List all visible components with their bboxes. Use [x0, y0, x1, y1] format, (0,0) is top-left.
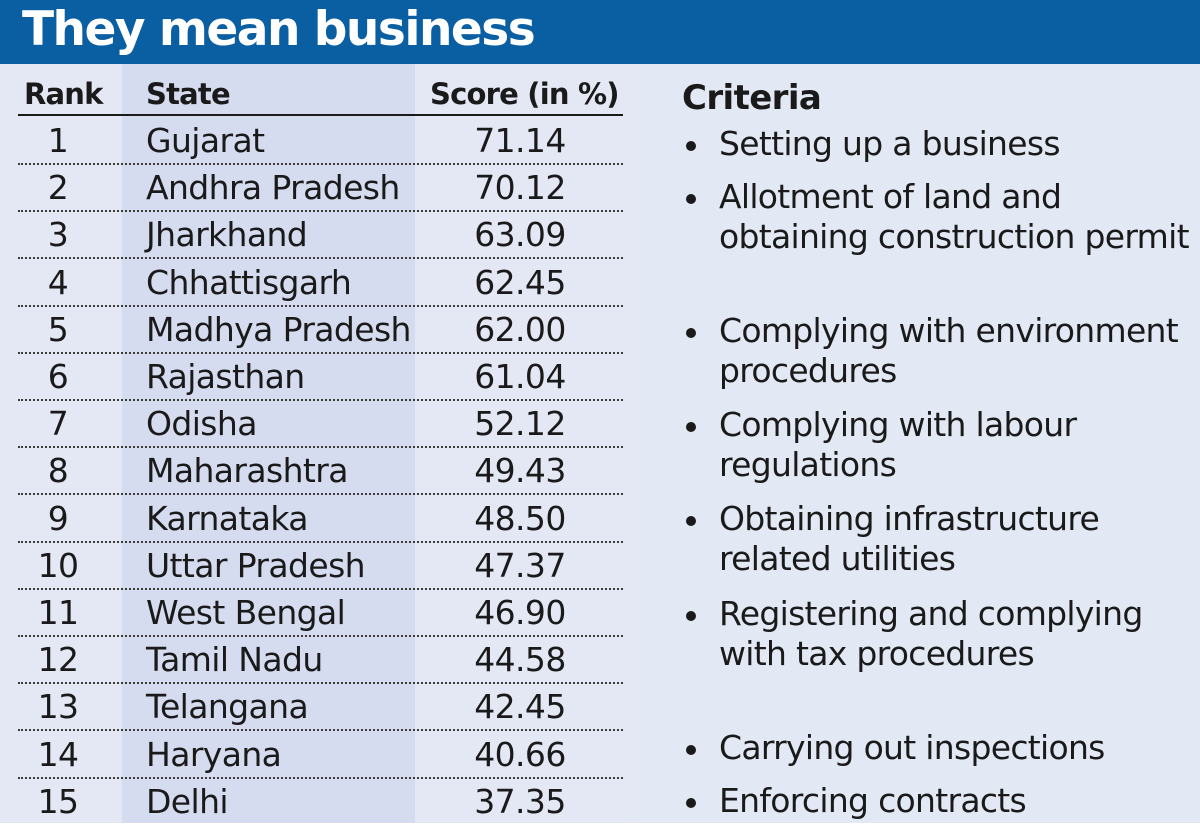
bullet-icon: [686, 611, 696, 621]
score-cell: 62.00: [474, 309, 566, 349]
row-divider: [18, 304, 623, 307]
bullet-icon: [686, 328, 696, 338]
table-row: 5 Madhya Pradesh 62.00: [0, 306, 634, 354]
score-cell: 47.37: [474, 545, 566, 585]
rank-cell: 10: [37, 545, 79, 585]
row-divider: [18, 446, 623, 449]
score-cell: 46.90: [474, 593, 566, 632]
rank-cell: 7: [47, 404, 69, 444]
table-row: 11 West Bengal 46.90: [0, 589, 634, 637]
rank-cell: 3: [47, 215, 69, 255]
state-cell: Rajasthan: [146, 357, 305, 396]
bullet-icon: [686, 798, 696, 808]
state-cell: Tamil Nadu: [146, 640, 323, 680]
table-row: 12 Tamil Nadu 44.58: [0, 636, 634, 685]
bullet-icon: [686, 141, 696, 151]
score-cell: 70.12: [474, 168, 566, 208]
criteria-item-text: Registering and complying with tax proce…: [719, 594, 1143, 673]
column-header-state: State: [146, 77, 231, 111]
row-divider: [18, 729, 623, 732]
row-divider: [18, 351, 623, 354]
state-cell: Maharashtra: [146, 451, 348, 491]
rank-cell: 2: [47, 168, 69, 208]
rank-cell: 8: [47, 451, 69, 491]
row-divider: [18, 257, 623, 260]
rank-cell: 1: [47, 121, 69, 160]
bullet-icon: [686, 422, 696, 432]
header-rule: [18, 114, 623, 116]
table-row: 14 Haryana 40.66: [0, 731, 634, 779]
bullet-icon: [686, 516, 696, 526]
rank-cell: 5: [47, 309, 69, 349]
score-cell: 63.09: [474, 215, 566, 255]
state-cell: Uttar Pradesh: [146, 545, 366, 585]
bullet-icon: [686, 194, 696, 204]
row-divider: [18, 163, 623, 165]
row-divider: [18, 540, 623, 543]
score-cell: 40.66: [474, 734, 566, 774]
table-row: 15 Delhi 37.35: [0, 778, 634, 825]
criteria-item-text: Setting up a business: [719, 124, 1061, 163]
state-cell: Delhi: [146, 781, 229, 821]
score-cell: 49.43: [474, 451, 566, 491]
row-divider: [18, 210, 623, 213]
criteria-item-text: Enforcing contracts: [719, 781, 1027, 820]
rank-cell: 9: [47, 498, 69, 538]
rank-cell: 6: [47, 357, 69, 396]
rank-cell: 14: [37, 734, 79, 774]
state-cell: West Bengal: [146, 593, 346, 632]
criteria-item-text: Allotment of land and obtaining construc…: [719, 177, 1190, 256]
state-cell: Chhattisgarh: [146, 262, 352, 302]
score-cell: 71.14: [474, 121, 566, 160]
score-cell: 42.45: [474, 687, 566, 727]
table-row: 10 Uttar Pradesh 47.37: [0, 542, 634, 590]
rank-cell: 11: [37, 593, 79, 632]
criteria-title: Criteria: [682, 78, 822, 118]
score-cell: 61.04: [474, 357, 566, 396]
rank-cell: 13: [37, 687, 79, 727]
score-cell: 52.12: [474, 404, 566, 444]
state-column-band: [122, 64, 415, 823]
score-cell: 48.50: [474, 498, 566, 538]
score-cell: 44.58: [474, 640, 566, 680]
rank-cell: 12: [37, 640, 79, 680]
column-header-rank: Rank: [24, 77, 103, 111]
score-cell: 37.35: [474, 781, 566, 821]
criteria-item-text: Obtaining infrastructure related utiliti…: [719, 499, 1100, 578]
state-cell: Odisha: [146, 404, 257, 444]
state-cell: Madhya Pradesh: [146, 309, 411, 349]
score-cell: 62.45: [474, 262, 566, 302]
row-divider: [18, 587, 623, 590]
rank-cell: 4: [47, 262, 69, 302]
row-divider: [18, 682, 623, 685]
table-row: 8 Maharashtra 49.43: [0, 447, 634, 496]
criteria-item-text: Complying with environment procedures: [719, 311, 1179, 390]
table-row: 1 Gujarat 71.14: [0, 117, 634, 165]
chart-title: They mean business: [22, 2, 536, 57]
row-divider: [18, 776, 623, 779]
bullet-icon: [686, 745, 696, 755]
state-cell: Gujarat: [146, 121, 265, 160]
row-divider: [18, 493, 623, 496]
rank-cell: 15: [37, 781, 79, 821]
criteria-item-text: Complying with labour regulations: [719, 405, 1077, 484]
state-cell: Jharkhand: [146, 215, 308, 255]
row-divider: [18, 635, 623, 637]
table-row: 7 Odisha 52.12: [0, 400, 634, 449]
table-row: 4 Chhattisgarh 62.45: [0, 259, 634, 307]
title-banner: They mean business: [0, 0, 1200, 64]
table-row: 2 Andhra Pradesh 70.12: [0, 164, 634, 213]
table-row: 3 Jharkhand 63.09: [0, 211, 634, 260]
state-cell: Karnataka: [146, 498, 309, 538]
table-row: 13 Telangana 42.45: [0, 683, 634, 732]
column-header-score: Score (in %): [430, 77, 620, 111]
row-divider: [18, 399, 623, 401]
state-cell: Telangana: [146, 687, 309, 727]
state-cell: Andhra Pradesh: [146, 168, 400, 208]
criteria-item-text: Carrying out inspections: [719, 728, 1105, 767]
state-cell: Haryana: [146, 734, 282, 774]
table-row: 9 Karnataka 48.50: [0, 495, 634, 543]
table-row: 6 Rajasthan 61.04: [0, 353, 634, 401]
